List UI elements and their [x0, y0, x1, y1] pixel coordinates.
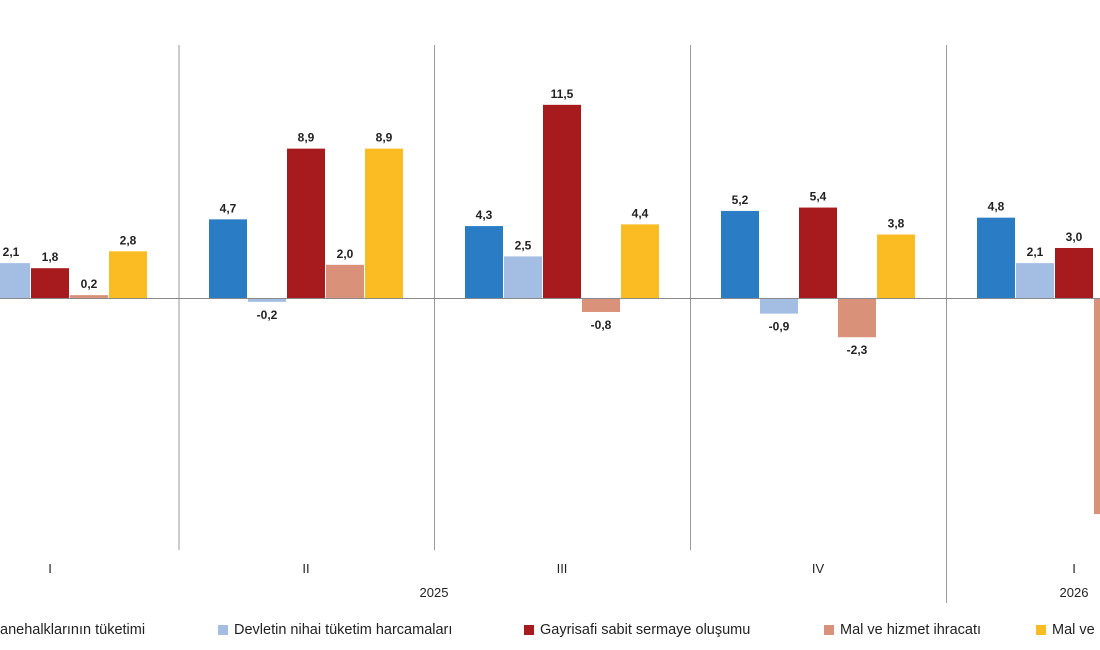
- year-label: 2025: [420, 585, 449, 600]
- legend-label: Mal ve: [1052, 622, 1095, 638]
- bar: [1055, 247, 1093, 299]
- data-label: -2,3: [847, 343, 868, 357]
- data-label: 5,2: [732, 193, 749, 207]
- bar: [721, 210, 759, 299]
- data-label: -0,2: [257, 308, 278, 322]
- legend-label: Gayrisafi sabit sermaye oluşumu: [540, 622, 751, 638]
- bar: [977, 217, 1015, 299]
- bar: [1016, 263, 1054, 299]
- bar: [109, 251, 147, 299]
- group-separators: [178, 45, 947, 603]
- data-label: 4,4: [632, 206, 649, 220]
- bar: [877, 234, 915, 299]
- year-labels: 2025 2026: [420, 585, 1089, 600]
- data-label: 5,4: [810, 190, 827, 204]
- legend-swatch: [218, 625, 228, 635]
- bar: [31, 268, 69, 299]
- bar-chart: 4,7 4,3 5,2 4,8 2,1 -0,2 2,5 -0,9 2,1 1,8 8,9 11,5 5…: [0, 45, 1100, 603]
- bars: [0, 104, 1100, 515]
- data-label: 4,7: [220, 201, 237, 215]
- year-label: 2026: [1060, 585, 1089, 600]
- legend-swatch: [824, 625, 834, 635]
- legend-item: Devletin nihai tüketim harcamaları: [218, 622, 452, 638]
- bar: [287, 148, 325, 299]
- legend-label: anehalklarının tüketimi: [0, 622, 146, 638]
- bar: [70, 295, 108, 299]
- legend: anehalklarının tüketimi Devletin nihai tü…: [0, 620, 1100, 644]
- bar: [365, 148, 403, 299]
- data-label: 2,1: [3, 245, 20, 259]
- bar: [465, 226, 503, 299]
- data-label: 8,9: [298, 131, 315, 145]
- bar: [326, 264, 364, 299]
- bar: [248, 298, 286, 302]
- data-label: 2,5: [515, 238, 532, 252]
- bar: [621, 224, 659, 299]
- bar: [582, 298, 620, 312]
- category-label: II: [302, 561, 309, 576]
- category-label: I: [48, 561, 52, 576]
- legend-label: Devletin nihai tüketim harcamaları: [234, 622, 453, 638]
- bar: [543, 104, 581, 299]
- data-label: 1,8: [42, 250, 59, 264]
- data-label: 4,3: [476, 208, 493, 222]
- data-label: 11,5: [551, 87, 574, 101]
- data-label: 3,8: [888, 217, 905, 231]
- legend-item: anehalklarının tüketimi: [0, 622, 145, 638]
- legend-label: Mal ve hizmet ihracatı: [840, 622, 982, 638]
- data-label: -0,9: [769, 320, 790, 334]
- bar: [838, 298, 876, 338]
- category-label: III: [557, 561, 568, 576]
- bar: [760, 298, 798, 314]
- data-label: 2,0: [337, 247, 354, 261]
- data-label: 0,2: [81, 277, 98, 291]
- data-label: 8,9: [376, 131, 393, 145]
- bar: [1094, 298, 1100, 515]
- bar: [799, 207, 837, 299]
- legend-item: Mal ve hizmet ihracatı: [824, 622, 981, 638]
- category-label: I: [1072, 561, 1076, 576]
- category-labels: I II III IV I: [48, 561, 1076, 576]
- data-label: -0,8: [591, 318, 612, 332]
- bar: [504, 256, 542, 299]
- data-label: 2,8: [120, 233, 137, 247]
- data-label: 2,1: [1027, 245, 1044, 259]
- data-label: 4,8: [988, 200, 1005, 214]
- legend-swatch: [1036, 625, 1046, 635]
- data-labels: 4,7 4,3 5,2 4,8 2,1 -0,2 2,5 -0,9 2,1 1,8 8,9 11,5 5…: [3, 87, 1083, 357]
- category-label: IV: [812, 561, 825, 576]
- legend-item: Mal ve: [1036, 622, 1095, 638]
- bar: [209, 219, 247, 299]
- legend-item: Gayrisafi sabit sermaye oluşumu: [524, 622, 750, 638]
- legend-swatch: [524, 625, 534, 635]
- data-label: 3,0: [1066, 230, 1083, 244]
- bar: [0, 263, 30, 299]
